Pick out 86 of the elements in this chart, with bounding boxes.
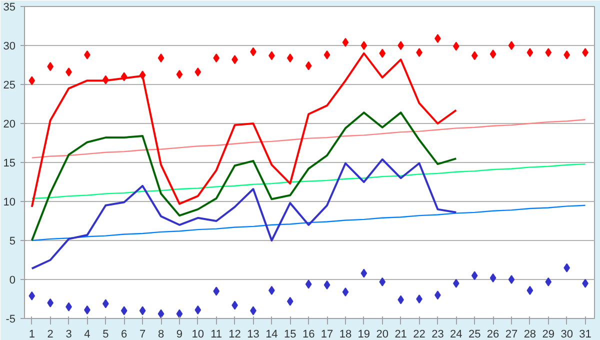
y-tick-label: -5 — [6, 314, 16, 326]
point — [508, 41, 515, 50]
x-tick-label: 24 — [450, 328, 462, 340]
point — [139, 306, 146, 316]
point — [305, 280, 312, 289]
point — [508, 275, 515, 284]
x-tick-label: 25 — [468, 328, 481, 340]
point — [490, 50, 496, 59]
y-tick-label: 30 — [3, 40, 16, 52]
point — [452, 42, 460, 51]
x-tick-label: 14 — [266, 328, 278, 340]
y-tick-label: 5 — [9, 236, 16, 248]
line-series — [30, 52, 458, 208]
x-tick-label: 23 — [432, 328, 444, 340]
y-tick-label: 25 — [3, 80, 16, 92]
point — [324, 280, 330, 290]
line-series — [31, 204, 586, 242]
x-tick-label: 16 — [302, 328, 315, 340]
point — [360, 268, 368, 278]
point — [158, 309, 164, 318]
point — [176, 70, 183, 79]
y-tick-label: 10 — [3, 196, 16, 208]
point — [139, 70, 146, 80]
x-tick-label: 20 — [376, 328, 388, 340]
x-tick-label: 26 — [486, 328, 500, 340]
point — [158, 53, 164, 62]
line-series — [30, 158, 458, 270]
x-tick-label: 17 — [320, 328, 334, 340]
point — [213, 53, 220, 62]
x-tick-label: 2 — [47, 328, 54, 340]
point — [305, 61, 312, 70]
x-tick-label: 4 — [84, 328, 90, 340]
line-series — [30, 112, 458, 242]
point — [398, 41, 404, 50]
x-tick-label: 11 — [210, 328, 222, 340]
point — [416, 294, 422, 304]
point — [526, 48, 534, 58]
x-tick-label: 6 — [121, 328, 128, 340]
point — [490, 273, 496, 282]
point — [28, 291, 36, 300]
x-tick-label: 12 — [228, 328, 241, 340]
y-tick-label: 0 — [9, 274, 16, 286]
y-tick-label: 15 — [3, 158, 16, 170]
x-tick-label: 28 — [524, 328, 536, 340]
point — [471, 51, 478, 60]
x-tick-label: 1 — [28, 328, 35, 340]
y-tick-label: 35 — [3, 2, 16, 14]
x-tick-label: 22 — [413, 328, 426, 340]
point — [471, 271, 478, 280]
x-tick-label: 21 — [394, 328, 407, 340]
point — [194, 68, 202, 77]
point — [452, 278, 460, 288]
point — [120, 72, 128, 82]
point — [28, 76, 36, 86]
x-tick-label: 7 — [140, 328, 146, 340]
line-series — [31, 163, 586, 199]
point — [286, 296, 294, 306]
point — [379, 277, 386, 286]
point — [545, 277, 552, 286]
x-tick-label: 31 — [579, 328, 592, 340]
x-tick-label: 10 — [192, 328, 204, 340]
line-series — [31, 119, 586, 158]
point — [342, 287, 349, 296]
x-tick-label: 3 — [66, 328, 72, 340]
point — [342, 38, 349, 47]
x-tick-label: 19 — [358, 328, 370, 340]
x-tick-label: 27 — [505, 328, 518, 340]
y-tick-label: 20 — [3, 118, 16, 130]
point — [176, 309, 183, 318]
point — [194, 305, 202, 314]
x-tick-label: 13 — [247, 328, 260, 340]
point — [324, 50, 330, 60]
point — [360, 41, 368, 50]
point — [526, 286, 534, 295]
x-tick-label: 15 — [284, 328, 296, 340]
point — [120, 306, 128, 316]
x-tick-label: 29 — [542, 328, 555, 340]
point — [379, 48, 386, 58]
x-tick-label: 8 — [158, 328, 164, 340]
x-tick-label: 18 — [339, 328, 352, 340]
x-tick-label: 9 — [176, 328, 183, 340]
x-tick-label: 5 — [102, 328, 109, 340]
point — [286, 53, 294, 62]
point — [545, 48, 552, 58]
point — [213, 286, 220, 296]
x-tick-label: 30 — [560, 328, 573, 340]
